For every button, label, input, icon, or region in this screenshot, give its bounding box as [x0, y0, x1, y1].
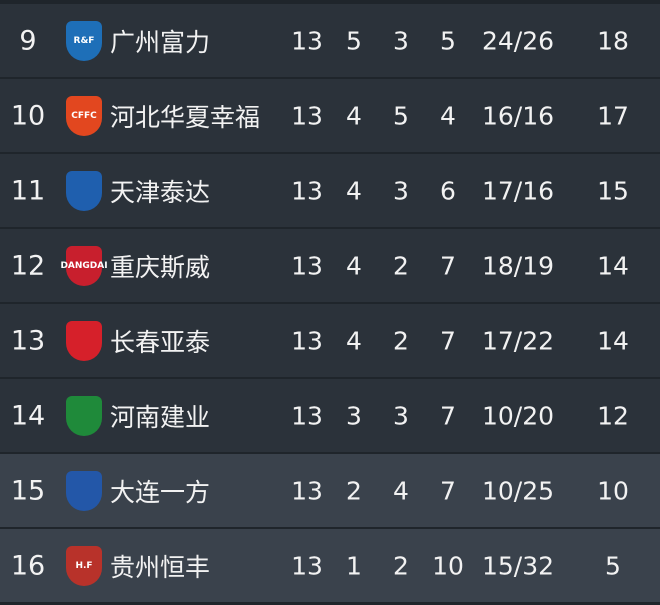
goals-cell: 17/22 [481, 326, 555, 355]
lost-cell: 6 [440, 176, 456, 205]
drawn-cell: 4 [393, 476, 409, 505]
won-cell: 4 [346, 101, 362, 130]
points-cell: 14 [597, 251, 629, 280]
won-cell: 4 [346, 326, 362, 355]
rank-cell: 9 [19, 25, 37, 56]
points-cell: 18 [597, 26, 629, 55]
points-cell: 10 [597, 476, 629, 505]
played-cell: 13 [291, 551, 323, 580]
drawn-cell: 3 [393, 26, 409, 55]
team-name: 河南建业 [110, 402, 211, 432]
rank-cell: 15 [10, 475, 46, 506]
rank-cell: 13 [10, 325, 46, 356]
lost-cell: 4 [440, 101, 456, 130]
points-cell: 15 [597, 176, 629, 205]
team-name: 大连一方 [110, 477, 211, 507]
lost-cell: 10 [432, 551, 464, 580]
won-cell: 1 [346, 551, 362, 580]
drawn-cell: 2 [393, 326, 409, 355]
team-logo-icon [66, 320, 102, 361]
drawn-cell: 3 [393, 176, 409, 205]
won-cell: 2 [346, 476, 362, 505]
played-cell: 13 [291, 401, 323, 430]
played-cell: 13 [291, 326, 323, 355]
team-name: 长春亚泰 [110, 327, 211, 357]
team-name: 广州富力 [110, 27, 211, 57]
table-row[interactable]: 15 大连一方 13 2 4 7 10/25 10 [0, 454, 660, 527]
drawn-cell: 2 [393, 251, 409, 280]
points-cell: 14 [597, 326, 629, 355]
played-cell: 13 [291, 176, 323, 205]
team-logo-icon: R&F [66, 20, 102, 61]
team-name: 贵州恒丰 [110, 552, 211, 582]
lost-cell: 7 [440, 476, 456, 505]
table-row[interactable]: 10 CFFC 河北华夏幸福 13 4 5 4 16/16 17 [0, 79, 660, 152]
table-row[interactable]: 12 DANGDAI 重庆斯威 13 4 2 7 18/19 14 [0, 229, 660, 302]
team-name: 河北华夏幸福 [110, 102, 261, 132]
drawn-cell: 3 [393, 401, 409, 430]
team-logo-icon: CFFC [66, 95, 102, 136]
goals-cell: 17/16 [481, 176, 555, 205]
goals-cell: 10/25 [481, 476, 555, 505]
rank-cell: 10 [10, 100, 46, 131]
points-cell: 5 [605, 551, 621, 580]
rank-cell: 14 [10, 400, 46, 431]
rank-cell: 11 [10, 175, 46, 206]
goals-cell: 16/16 [481, 101, 555, 130]
team-logo-icon: DANGDAI [60, 245, 108, 286]
points-cell: 17 [597, 101, 629, 130]
played-cell: 13 [291, 101, 323, 130]
table-row[interactable]: 14 河南建业 13 3 3 7 10/20 12 [0, 379, 660, 452]
rank-cell: 12 [10, 250, 46, 281]
played-cell: 13 [291, 251, 323, 280]
table-row[interactable]: 11 天津泰达 13 4 3 6 17/16 15 [0, 154, 660, 227]
drawn-cell: 5 [393, 101, 409, 130]
won-cell: 4 [346, 176, 362, 205]
lost-cell: 7 [440, 326, 456, 355]
goals-cell: 24/26 [481, 26, 555, 55]
points-cell: 12 [597, 401, 629, 430]
team-logo-icon [66, 470, 102, 511]
team-logo-icon [66, 395, 102, 436]
lost-cell: 7 [440, 251, 456, 280]
table-row[interactable]: 13 长春亚泰 13 4 2 7 17/22 14 [0, 304, 660, 377]
goals-cell: 15/32 [481, 551, 555, 580]
team-logo-icon: H.F [66, 545, 102, 586]
played-cell: 13 [291, 26, 323, 55]
table-row[interactable]: 16 H.F 贵州恒丰 13 1 2 10 15/32 5 [0, 529, 660, 602]
team-logo-icon [66, 170, 102, 211]
goals-cell: 18/19 [481, 251, 555, 280]
team-name: 重庆斯威 [110, 252, 211, 282]
table-row[interactable]: 9 R&F 广州富力 13 5 3 5 24/26 18 [0, 4, 660, 77]
lost-cell: 5 [440, 26, 456, 55]
team-name: 天津泰达 [110, 177, 211, 207]
goals-cell: 10/20 [481, 401, 555, 430]
drawn-cell: 2 [393, 551, 409, 580]
won-cell: 3 [346, 401, 362, 430]
played-cell: 13 [291, 476, 323, 505]
won-cell: 5 [346, 26, 362, 55]
lost-cell: 7 [440, 401, 456, 430]
won-cell: 4 [346, 251, 362, 280]
rank-cell: 16 [10, 550, 46, 581]
